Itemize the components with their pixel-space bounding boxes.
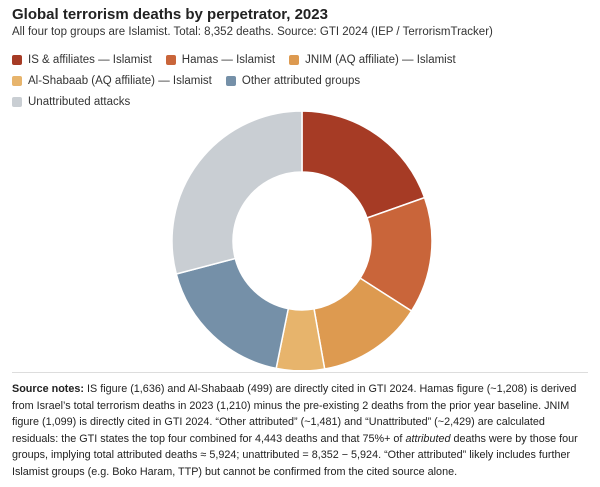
legend-item: IS & affiliates — Islamist [12, 52, 152, 67]
notes-text: IS figure (1,636) and Al-Shabaab (499) a… [12, 383, 577, 445]
legend-label: Other attributed groups [241, 74, 361, 87]
legend-item: JNIM (AQ affiliate) — Islamist [289, 52, 456, 67]
donut-slice [175, 257, 290, 370]
legend-label: Hamas — Islamist [181, 53, 276, 66]
chart [171, 110, 433, 370]
legend-item: Hamas — Islamist [165, 52, 276, 67]
legend-swatch [12, 75, 22, 86]
chart-subtitle: All four top groups are Islamist. Total:… [12, 26, 493, 38]
donut-slice [301, 110, 426, 219]
chart-title: Global terrorism deaths by perpetrator, … [12, 6, 328, 23]
legend: IS & affiliates — Islamist Hamas — Islami… [12, 52, 492, 109]
legend-label: Al-Shabaab (AQ affiliate) — Islamist [28, 74, 212, 87]
legend-label: JNIM (AQ affiliate) — Islamist [305, 53, 456, 66]
notes-italic: attributed [405, 432, 451, 445]
legend-item: Other attributed groups [225, 73, 361, 88]
legend-item: Al-Shabaab (AQ affiliate) — Islamist [12, 73, 212, 88]
legend-label: IS & affiliates — Islamist [28, 53, 152, 66]
legend-swatch [12, 54, 22, 65]
donut-slice [171, 110, 303, 275]
notes-text: deaths were by those four groups, implyi… [12, 432, 578, 478]
legend-swatch [165, 54, 176, 65]
source-notes: Source notes: IS figure (1,636) and Al-S… [12, 381, 590, 480]
separator [12, 372, 588, 373]
legend-item: Unattributed attacks [12, 94, 130, 109]
legend-swatch [225, 75, 236, 86]
legend-swatch [12, 96, 22, 107]
notes-label: Source notes: [12, 383, 84, 395]
legend-swatch [289, 54, 300, 65]
legend-label: Unattributed attacks [28, 95, 131, 108]
